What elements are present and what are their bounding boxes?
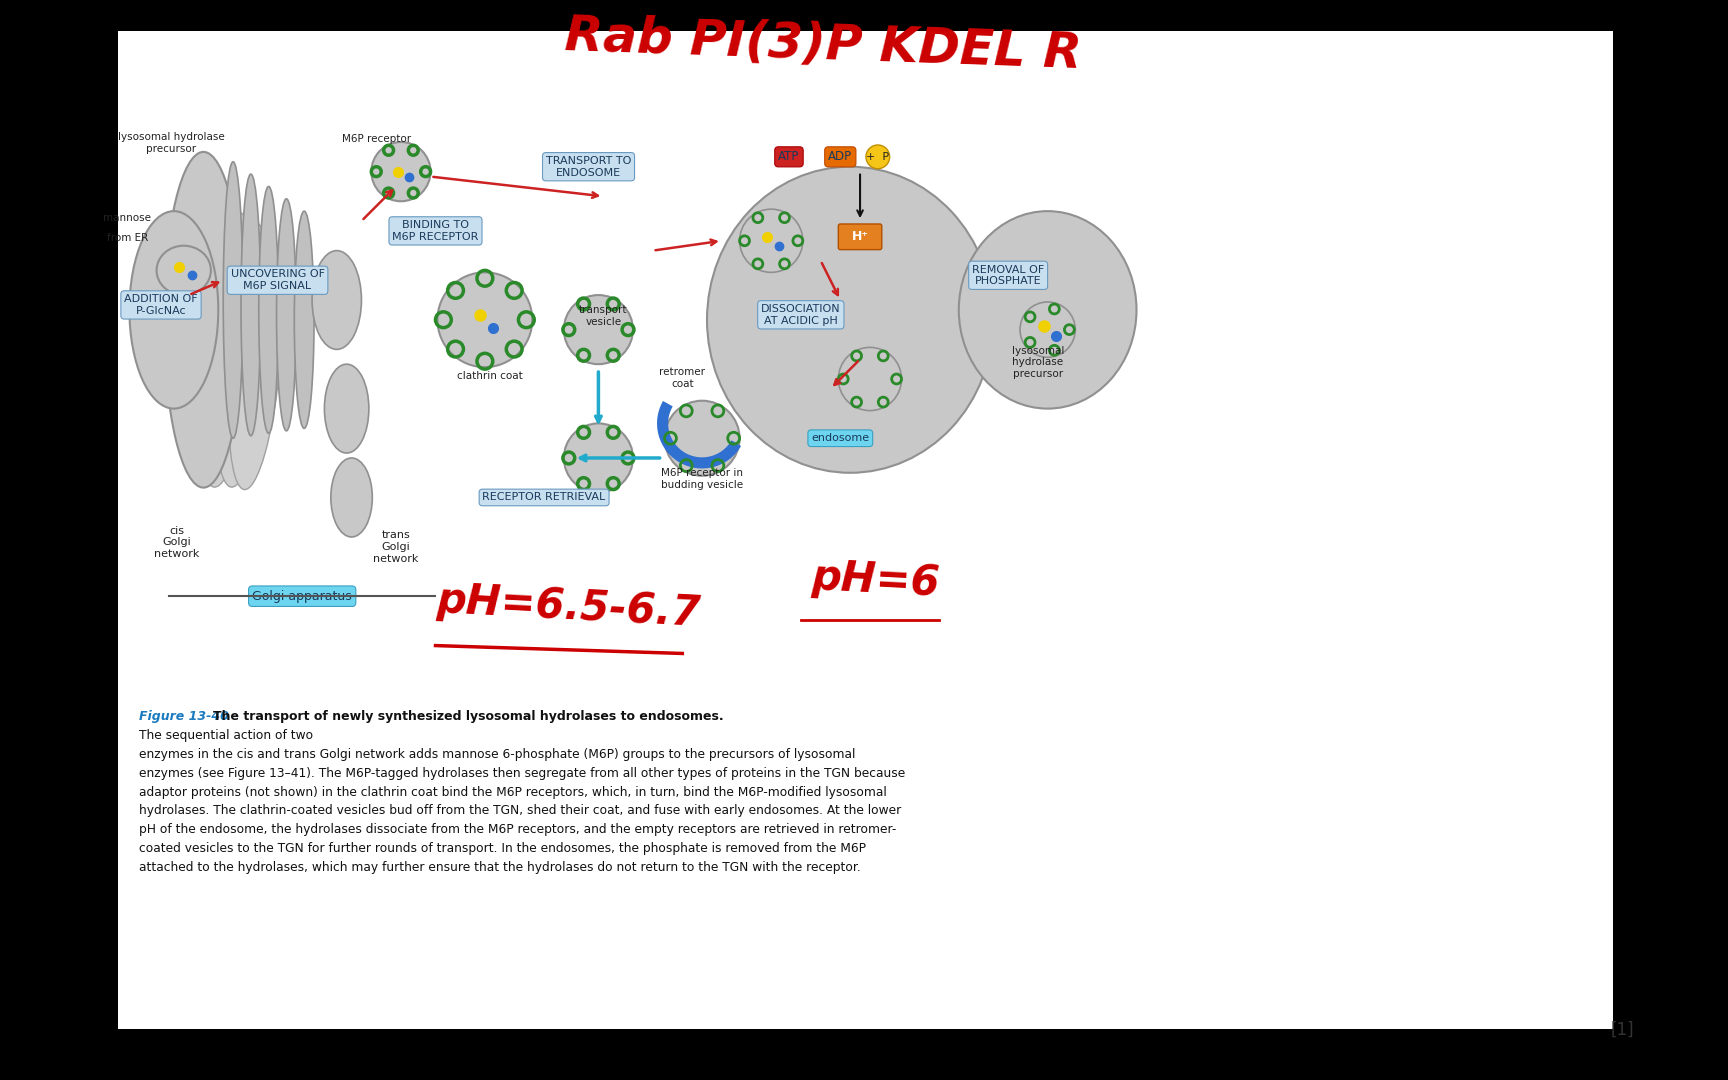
- Text: The sequential action of two: The sequential action of two: [140, 729, 313, 742]
- Text: transport
vesicle: transport vesicle: [579, 305, 627, 326]
- Text: DISSOCIATION
AT ACIDIC pH: DISSOCIATION AT ACIDIC pH: [760, 303, 840, 325]
- Text: BINDING TO
M6P RECEPTOR: BINDING TO M6P RECEPTOR: [392, 220, 479, 242]
- Ellipse shape: [214, 221, 271, 487]
- Ellipse shape: [330, 458, 372, 537]
- Ellipse shape: [157, 245, 211, 295]
- Circle shape: [437, 272, 532, 367]
- Text: adaptor proteins (not shown) in the clathrin coat bind the M6P receptors, which,: adaptor proteins (not shown) in the clat…: [140, 785, 886, 798]
- Ellipse shape: [130, 212, 218, 408]
- Text: ADP: ADP: [828, 150, 852, 163]
- Text: REMOVAL OF
PHOSPHATE: REMOVAL OF PHOSPHATE: [973, 265, 1044, 286]
- Text: ATP: ATP: [778, 150, 800, 163]
- Text: Golgi apparatus: Golgi apparatus: [252, 590, 353, 603]
- Text: endosome: endosome: [810, 433, 869, 443]
- Ellipse shape: [223, 162, 244, 438]
- FancyBboxPatch shape: [118, 31, 1614, 1028]
- Text: hydrolases. The clathrin-coated vesicles bud off from the TGN, shed their coat, : hydrolases. The clathrin-coated vesicles…: [140, 805, 902, 818]
- Text: H⁺: H⁺: [852, 230, 869, 243]
- Text: mannose: mannose: [104, 213, 152, 222]
- Circle shape: [740, 210, 804, 272]
- Text: attached to the hydrolases, which may further ensure that the hydrolases do not : attached to the hydrolases, which may fu…: [140, 861, 861, 874]
- Circle shape: [372, 143, 430, 201]
- Text: Figure 13-40: Figure 13-40: [140, 710, 230, 723]
- Text: retromer
coat: retromer coat: [660, 367, 705, 389]
- Ellipse shape: [259, 187, 278, 433]
- Circle shape: [563, 295, 632, 364]
- Text: UNCOVERING OF
M6P SIGNAL: UNCOVERING OF M6P SIGNAL: [230, 269, 325, 291]
- Text: RECEPTOR RETRIEVAL: RECEPTOR RETRIEVAL: [482, 492, 607, 502]
- Text: ADDITION OF
P-GlcNAc: ADDITION OF P-GlcNAc: [124, 294, 197, 315]
- FancyBboxPatch shape: [838, 224, 881, 249]
- Circle shape: [1020, 302, 1075, 357]
- Text: cis
Golgi
network: cis Golgi network: [154, 526, 199, 558]
- Text: pH=6: pH=6: [810, 556, 942, 605]
- Text: from ER: from ER: [107, 233, 149, 243]
- Text: The transport of newly synthesized lysosomal hydrolases to endosomes.: The transport of newly synthesized lysos…: [213, 710, 724, 723]
- Text: pH=6.5-6.7: pH=6.5-6.7: [435, 579, 702, 635]
- Text: lysosomal hydrolase
precursor: lysosomal hydrolase precursor: [118, 132, 225, 153]
- Ellipse shape: [228, 229, 283, 489]
- Text: coated vesicles to the TGN for further rounds of transport. In the endosomes, th: coated vesicles to the TGN for further r…: [140, 842, 866, 855]
- Text: M6P receptor in
budding vesicle: M6P receptor in budding vesicle: [662, 468, 743, 489]
- Text: lysosomal
hydrolase
precursor: lysosomal hydrolase precursor: [1011, 346, 1064, 379]
- Ellipse shape: [325, 364, 368, 453]
- Ellipse shape: [197, 212, 256, 487]
- Ellipse shape: [276, 199, 295, 431]
- Circle shape: [838, 348, 902, 410]
- Text: Rab PI(3)P KDEL R: Rab PI(3)P KDEL R: [563, 12, 1082, 78]
- Text: +  P: + P: [866, 152, 890, 162]
- Text: TRANSPORT TO
ENDOSOME: TRANSPORT TO ENDOSOME: [546, 156, 631, 177]
- Ellipse shape: [294, 212, 314, 429]
- Text: trans
Golgi
network: trans Golgi network: [373, 530, 418, 564]
- Text: enzymes in the cis and trans Golgi network adds mannose 6-phosphate (M6P) groups: enzymes in the cis and trans Golgi netwo…: [140, 748, 855, 761]
- Ellipse shape: [959, 212, 1137, 408]
- Text: enzymes (see Figure 13–41). The M6P-tagged hydrolases then segregate from all ot: enzymes (see Figure 13–41). The M6P-tagg…: [140, 767, 905, 780]
- Ellipse shape: [240, 174, 261, 435]
- Text: M6P receptor: M6P receptor: [342, 134, 411, 144]
- Text: pH of the endosome, the hydrolases dissociate from the M6P receptors, and the em: pH of the endosome, the hydrolases disso…: [140, 823, 897, 836]
- Ellipse shape: [164, 152, 244, 487]
- Ellipse shape: [313, 251, 361, 349]
- Circle shape: [563, 423, 632, 492]
- Circle shape: [866, 145, 890, 168]
- Text: [1]: [1]: [1610, 1021, 1635, 1039]
- Ellipse shape: [707, 166, 994, 473]
- Circle shape: [665, 401, 740, 476]
- Text: clathrin coat: clathrin coat: [456, 372, 522, 381]
